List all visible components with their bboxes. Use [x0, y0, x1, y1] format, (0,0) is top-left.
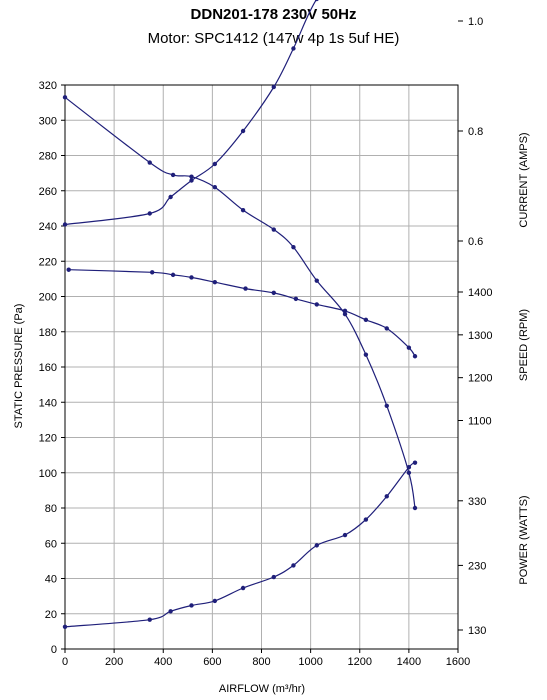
speed-point: [212, 279, 218, 285]
y-tick-label: 0: [51, 644, 57, 656]
right-tick-label: 0.8: [468, 126, 483, 138]
y-tick-label: 280: [39, 151, 57, 163]
speed-point: [342, 308, 348, 314]
y-axis-label: STATIC PRESSURE (Pa): [13, 304, 25, 429]
speed-point: [189, 275, 194, 280]
pressure-point: [189, 174, 194, 179]
pressure-point: [62, 95, 68, 100]
right-tick-label: 1400: [468, 287, 492, 299]
pressure-point: [240, 207, 246, 213]
x-tick-label: 600: [203, 656, 221, 668]
pressure-point: [291, 244, 296, 250]
pressure-point: [342, 311, 348, 317]
current-point: [147, 211, 152, 216]
speed-point: [149, 270, 155, 275]
current-point: [291, 46, 296, 51]
pressure-point: [314, 278, 319, 283]
right-tick-label: 1.0: [468, 16, 483, 28]
pressure-point: [363, 352, 369, 357]
speed-point: [243, 286, 248, 291]
current-point: [168, 194, 173, 200]
y-tick-label: 200: [39, 292, 57, 304]
y-tick-label: 320: [39, 80, 57, 92]
power-point: [384, 494, 389, 499]
power-axis-label: POWER (WATTS): [518, 495, 530, 584]
pressure-point: [271, 227, 276, 232]
x-tick-label: 0: [62, 656, 68, 668]
x-tick-label: 1000: [298, 656, 322, 668]
power-point: [291, 563, 296, 568]
right-tick-label: 0.6: [468, 236, 483, 248]
power-point: [412, 460, 418, 465]
y-tick-label: 60: [45, 538, 57, 550]
pressure-point: [406, 470, 412, 475]
pressure-point: [212, 185, 218, 190]
power-point: [62, 624, 68, 629]
x-tick-label: 400: [154, 656, 172, 668]
current-point: [314, 0, 319, 2]
power-line: [64, 462, 416, 628]
y-tick-label: 260: [39, 186, 57, 198]
right-tick-label: 130: [468, 625, 486, 637]
speed-point: [170, 272, 176, 278]
speed-point: [271, 290, 276, 296]
power-point: [212, 598, 218, 604]
pressure-point: [384, 403, 389, 408]
right-tick-label: 330: [468, 496, 486, 508]
right-tick-label: 1300: [468, 330, 492, 342]
pressure-point: [147, 160, 152, 165]
x-tick-label: 1200: [348, 656, 372, 668]
power-point: [314, 543, 319, 548]
power-point: [363, 517, 369, 522]
y-tick-label: 20: [45, 609, 57, 621]
pressure-line: [64, 96, 416, 509]
y-tick-label: 100: [39, 468, 57, 480]
y-tick-label: 80: [45, 503, 57, 515]
x-tick-label: 200: [105, 656, 123, 668]
speed-point: [412, 354, 418, 359]
y-tick-label: 180: [39, 327, 57, 339]
speed-point: [384, 326, 389, 331]
power-point: [406, 465, 412, 470]
right-tick-label: 1100: [468, 416, 492, 428]
pressure-point: [412, 505, 418, 511]
current-point: [189, 178, 194, 183]
right-tick-label: 230: [468, 560, 486, 572]
y-tick-label: 300: [39, 115, 57, 127]
speed-axis-label: SPEED (RPM): [518, 309, 530, 381]
current-point: [240, 128, 246, 134]
y-tick-label: 40: [45, 574, 57, 586]
speed-point: [314, 302, 319, 307]
current-axis-label: CURRENT (AMPS): [518, 132, 530, 227]
y-tick-label: 220: [39, 256, 57, 268]
chart-title: DDN201-178 230V 50Hz: [190, 6, 357, 23]
chart-subtitle: Motor: SPC1412 (147w 4p 1s 5uf HE): [147, 30, 400, 47]
power-point: [189, 603, 194, 608]
y-tick-label: 140: [39, 397, 57, 409]
y-tick-label: 160: [39, 362, 57, 374]
current-point: [271, 84, 276, 90]
x-tick-label: 1600: [446, 656, 470, 668]
pressure-point: [170, 172, 176, 178]
power-point: [168, 609, 173, 614]
x-axis-label: AIRFLOW (m³/hr): [219, 683, 305, 695]
power-point: [147, 617, 152, 622]
power-point: [271, 574, 276, 580]
right-tick-label: 1200: [468, 373, 492, 385]
x-tick-label: 1400: [397, 656, 421, 668]
power-point: [240, 585, 246, 591]
speed-point: [293, 296, 299, 302]
speed-point: [66, 267, 71, 272]
y-tick-label: 120: [39, 433, 57, 445]
current-point: [212, 161, 218, 167]
y-tick-label: 240: [39, 221, 57, 233]
speed-point: [363, 317, 369, 323]
current-point: [62, 222, 68, 227]
speed-point: [406, 345, 412, 350]
x-tick-label: 800: [252, 656, 270, 668]
speed-line: [68, 269, 416, 357]
power-point: [342, 532, 348, 538]
